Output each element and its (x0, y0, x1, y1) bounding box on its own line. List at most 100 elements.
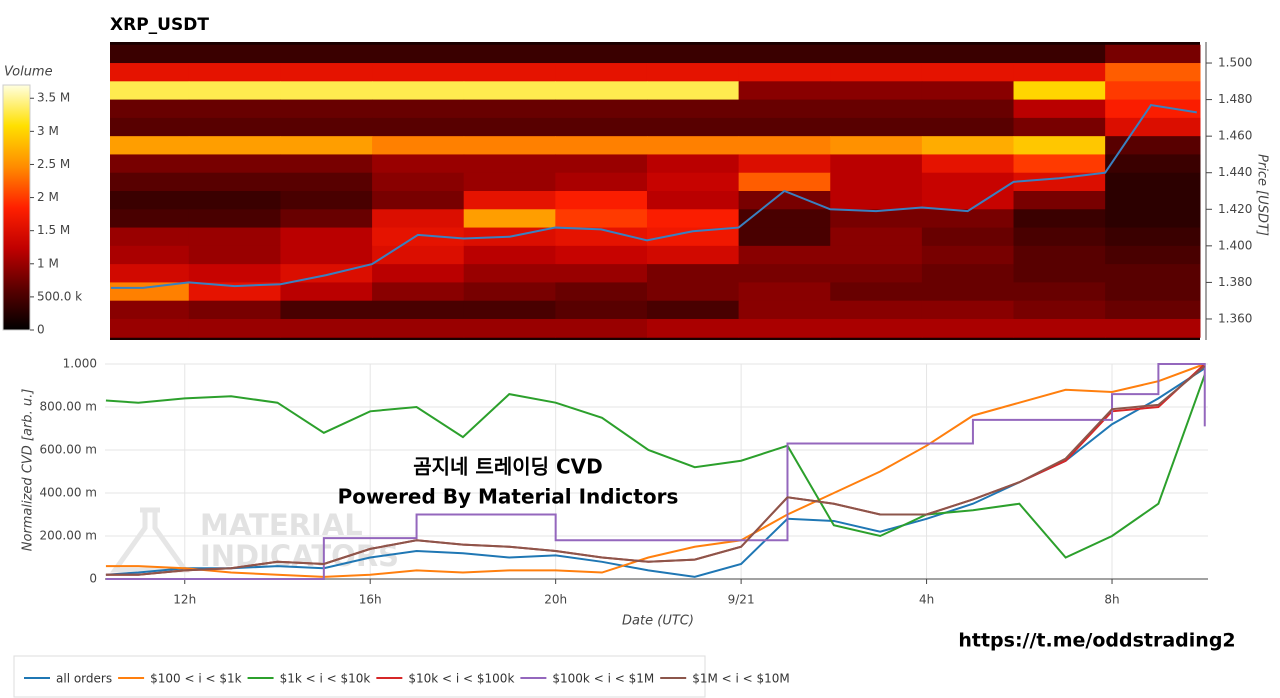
heatmap-cell (921, 136, 1015, 155)
heatmap-cell (463, 136, 556, 155)
heatmap-cell (1105, 282, 1201, 302)
heatmap-cell (1013, 245, 1106, 265)
heatmap-cell (188, 44, 281, 64)
heatmap-cell (1105, 264, 1201, 283)
watermark-icon (110, 507, 190, 573)
watermark-text: MATERIAL (200, 508, 363, 542)
heatmap-cell (280, 117, 373, 137)
y-tick-label: 1.500 (1218, 56, 1252, 70)
heatmap-cell (830, 154, 923, 174)
heatmap-cell (280, 227, 373, 247)
heatmap-cell (372, 99, 465, 119)
heatmap-cell (110, 63, 190, 82)
heatmap-cell (280, 245, 373, 265)
heatmap-cell (555, 282, 648, 302)
heatmap-cell (738, 172, 831, 192)
heatmap-cell (555, 44, 648, 64)
heatmap-cell (646, 282, 740, 302)
heatmap-cell (110, 209, 190, 229)
heatmap-cell (646, 117, 740, 137)
heatmap-cell (372, 172, 465, 192)
heatmap-cell (555, 136, 648, 155)
heatmap-cell (921, 264, 1015, 283)
heatmap-cell (188, 117, 281, 137)
heatmap-cell (188, 99, 281, 119)
heatmap-cell (280, 136, 373, 155)
heatmap-cell (1013, 318, 1106, 338)
heatmap-cell (646, 209, 740, 229)
heatmap-cell (555, 245, 648, 265)
heatmap-cell (738, 318, 831, 338)
heatmap-cell (555, 264, 648, 283)
heatmap-cell (280, 282, 373, 302)
chart-title: XRP_USDT (110, 15, 209, 35)
heatmap-cell (555, 117, 648, 137)
heatmap-cell (921, 81, 1015, 101)
heatmap-cell (1105, 44, 1201, 64)
heatmap-cell (463, 300, 556, 320)
heatmap-cell (463, 172, 556, 192)
heatmap-cell (280, 81, 373, 101)
heatmap-cell (463, 318, 556, 338)
heatmap-cell (1013, 81, 1106, 101)
y-tick-label: 1.480 (1218, 92, 1252, 106)
heatmap-cell (830, 300, 923, 320)
colorbar-tick-label: 3.5 M (37, 91, 70, 105)
heatmap-cell (372, 154, 465, 174)
heatmap-cell (830, 282, 923, 302)
heatmap-cell (372, 136, 465, 155)
heatmap-cell (646, 172, 740, 192)
heatmap-cell (110, 264, 190, 283)
y-tick-label: 800.00 m (40, 400, 98, 414)
heatmap-cell (921, 99, 1015, 119)
heatmap-cell (555, 154, 648, 174)
heatmap-cell (280, 44, 373, 64)
heatmap-cell (738, 300, 831, 320)
heatmap-cell (555, 99, 648, 119)
heatmap-cell (1105, 172, 1201, 192)
heatmap-cell (830, 44, 923, 64)
heatmap-cell (921, 318, 1015, 338)
heatmap-cell (280, 154, 373, 174)
heatmap-cell (280, 63, 373, 82)
heatmap-cell (555, 318, 648, 338)
heatmap-cell (110, 172, 190, 192)
heatmap-cell (463, 191, 556, 210)
heatmap-cell (110, 300, 190, 320)
heatmap-cell (646, 136, 740, 155)
heatmap-cell (830, 245, 923, 265)
heatmap-cell (830, 172, 923, 192)
heatmap-cell (555, 227, 648, 247)
heatmap-cell (830, 99, 923, 119)
heatmap-cell (921, 282, 1015, 302)
y-tick-label: 1.000 (63, 357, 97, 371)
heatmap-cell (188, 318, 281, 338)
y-tick-label: 1.460 (1218, 129, 1252, 143)
heatmap-cell (830, 318, 923, 338)
colorbar-tick-label: 3 M (37, 124, 59, 138)
heatmap-cell (738, 227, 831, 247)
heatmap-cell (188, 264, 281, 283)
series-line (105, 363, 1206, 580)
heatmap-cell (188, 282, 281, 302)
y-tick-label: 400.00 m (40, 486, 98, 500)
heatmap-cell (555, 300, 648, 320)
heatmap-cell (280, 318, 373, 338)
heatmap-cell (1013, 191, 1106, 210)
heatmap-cell (110, 227, 190, 247)
colorbar-tick-label: 0 (37, 323, 45, 337)
heatmap-cell (1013, 227, 1106, 247)
heatmap-cell (110, 154, 190, 174)
heatmap-cell (921, 227, 1015, 247)
legend-label: $10k < i < $100k (408, 672, 514, 686)
heatmap-cell (110, 117, 190, 137)
heatmap-cell (1013, 172, 1106, 192)
heatmap-cell (646, 44, 740, 64)
y-axis-title: Price [USDT] (1255, 154, 1270, 236)
legend-label: $100 < i < $1k (150, 672, 242, 686)
heatmap-cell (1105, 63, 1201, 82)
heatmap-cell (1013, 136, 1106, 155)
heatmap-cell (738, 63, 831, 82)
heatmap-cell (1105, 154, 1201, 174)
heatmap-cell (1013, 117, 1106, 137)
